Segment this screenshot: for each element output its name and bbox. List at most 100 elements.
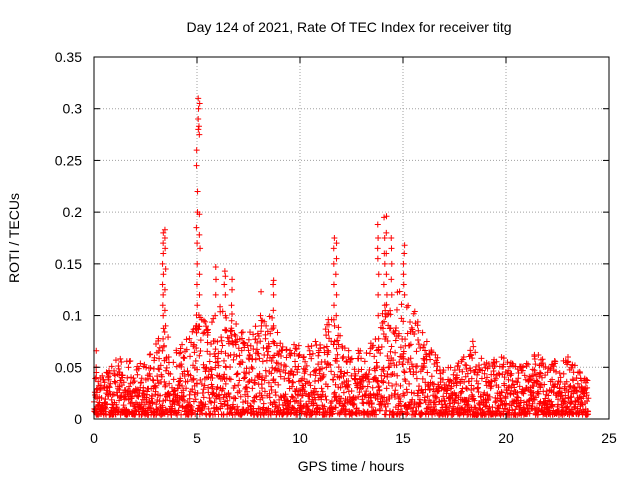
data-point [340, 373, 347, 380]
data-point [202, 318, 209, 325]
data-point [565, 388, 572, 395]
data-point [315, 352, 322, 359]
data-point [176, 402, 183, 409]
data-point [204, 348, 211, 355]
data-point [406, 365, 413, 372]
data-point [104, 401, 111, 408]
data-point [549, 376, 556, 383]
data-point [283, 411, 290, 418]
data-point [348, 388, 355, 395]
data-point [400, 318, 407, 325]
data-point [196, 291, 203, 298]
data-point [327, 362, 334, 369]
data-point [424, 393, 431, 400]
data-point [289, 383, 296, 390]
data-point [531, 367, 538, 374]
data-point [462, 361, 469, 368]
data-point [268, 358, 275, 365]
data-point [428, 373, 435, 380]
data-point [193, 322, 200, 329]
data-point [319, 388, 326, 395]
x-axis-label: GPS time / hours [298, 458, 405, 474]
data-point [191, 349, 198, 356]
data-point [197, 337, 204, 344]
data-point [241, 374, 248, 381]
data-point [464, 385, 471, 392]
data-point [189, 328, 196, 335]
data-point [116, 369, 123, 376]
data-point [177, 349, 184, 356]
data-point [398, 301, 405, 308]
data-point [269, 314, 276, 321]
data-point [199, 390, 206, 397]
data-point [266, 343, 273, 350]
data-point [268, 386, 275, 393]
data-point [280, 409, 287, 416]
x-tick-label: 0 [90, 430, 98, 446]
data-point [261, 377, 268, 384]
data-point [496, 371, 503, 378]
data-point [580, 393, 587, 400]
data-point [243, 365, 250, 372]
data-point [468, 375, 475, 382]
data-point [340, 389, 347, 396]
data-point [388, 260, 395, 267]
data-point [254, 339, 261, 346]
data-point [373, 411, 380, 418]
data-point [333, 358, 340, 365]
data-point [334, 351, 341, 358]
data-point [181, 372, 188, 379]
data-point [402, 378, 409, 385]
data-point [438, 401, 445, 408]
data-point [396, 358, 403, 365]
data-point [505, 384, 512, 391]
data-point [176, 362, 183, 369]
data-point [445, 394, 452, 401]
data-point [542, 372, 549, 379]
data-point [212, 263, 219, 270]
data-point [197, 347, 204, 354]
data-point [413, 369, 420, 376]
data-point [228, 327, 235, 334]
data-point [564, 353, 571, 360]
data-point [501, 382, 508, 389]
data-point [196, 271, 203, 278]
data-point [402, 336, 409, 343]
data-point [502, 393, 509, 400]
data-point [151, 383, 158, 390]
data-point [236, 377, 243, 384]
data-point [224, 397, 231, 404]
data-point [417, 400, 424, 407]
data-point [342, 406, 349, 413]
data-point [236, 387, 243, 394]
data-point [130, 375, 137, 382]
data-point [255, 350, 262, 357]
data-point [97, 382, 104, 389]
data-point [530, 383, 537, 390]
data-point [532, 361, 539, 368]
data-point [463, 366, 470, 373]
data-point [313, 388, 320, 395]
data-point [408, 361, 415, 368]
data-point [140, 384, 147, 391]
data-point [159, 260, 166, 267]
data-point [356, 389, 363, 396]
y-tick-label: 0.05 [55, 359, 82, 375]
data-point [208, 319, 215, 326]
data-point [381, 318, 388, 325]
data-point [286, 377, 293, 384]
data-point [309, 350, 316, 357]
data-point [220, 394, 227, 401]
data-point [401, 392, 408, 399]
data-point [319, 365, 326, 372]
data-point [523, 401, 530, 408]
data-point [570, 390, 577, 397]
data-point [221, 281, 228, 288]
data-point [171, 401, 178, 408]
data-point [262, 335, 269, 342]
data-point [156, 355, 163, 362]
data-point [105, 376, 112, 383]
data-point [179, 341, 186, 348]
data-point [196, 211, 203, 218]
data-point [227, 376, 234, 383]
